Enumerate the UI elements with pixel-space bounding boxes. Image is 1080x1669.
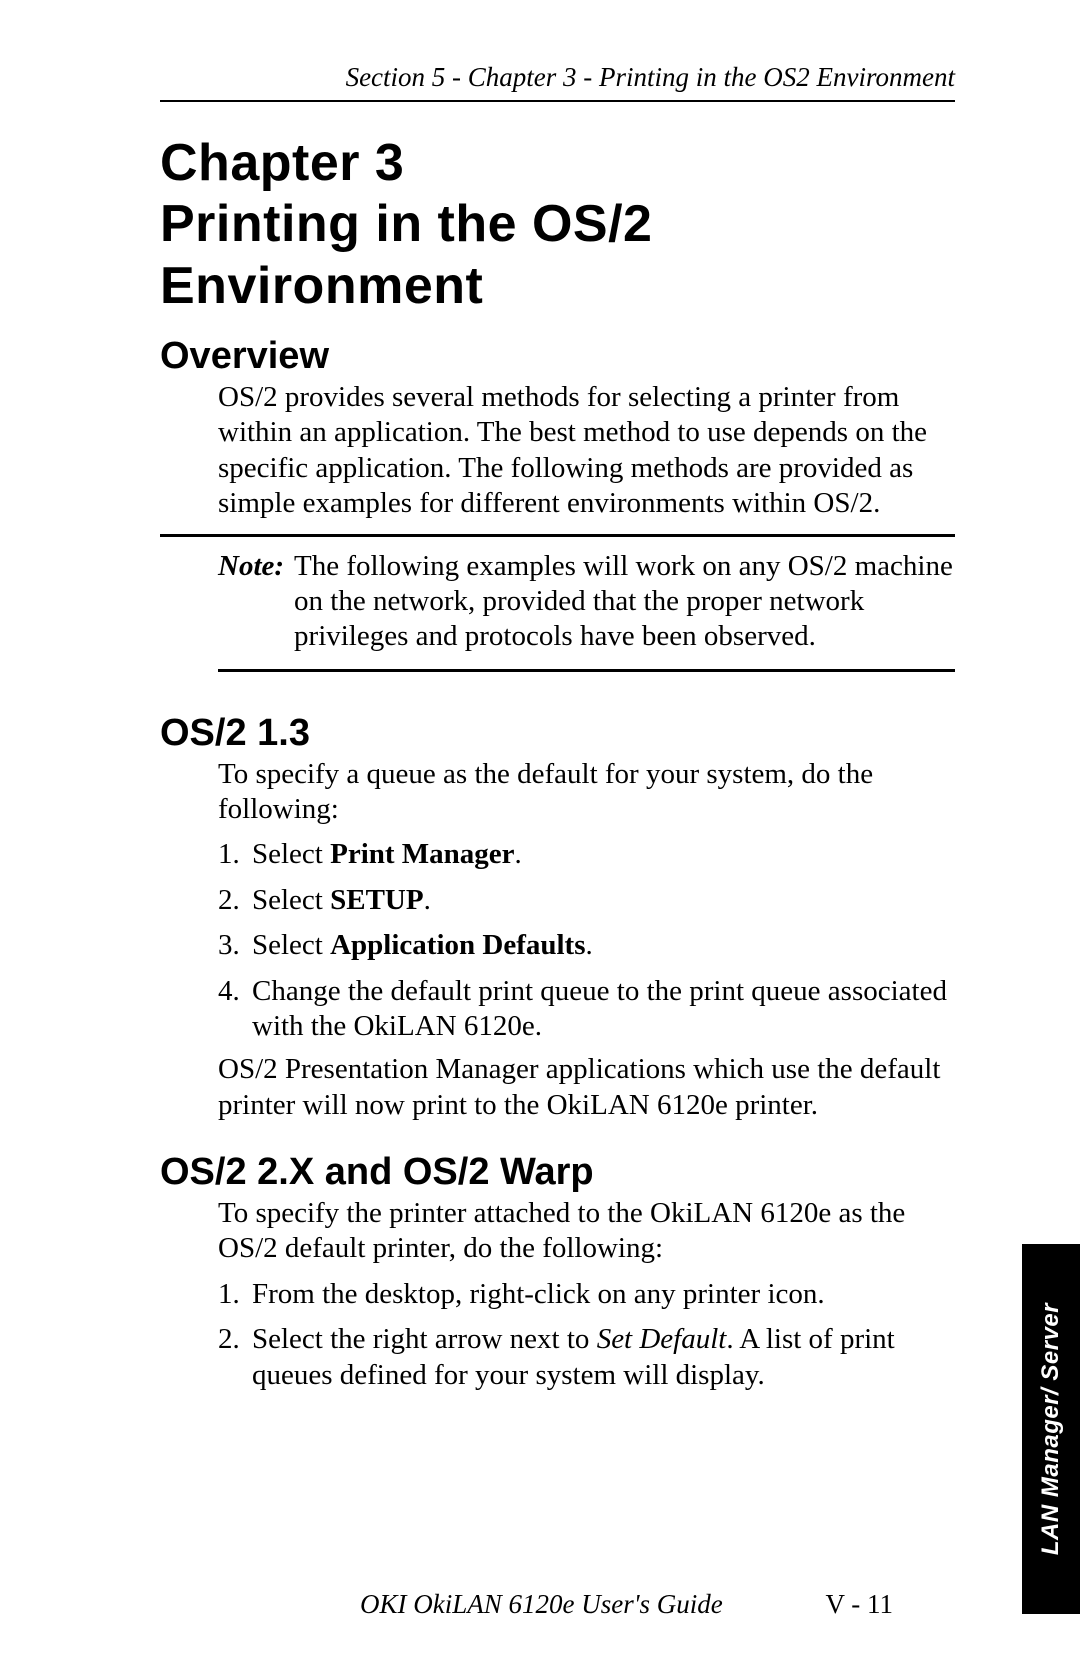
os2-1-3-steps: 1. Select Print Manager. 2. Select SETUP… <box>218 837 955 1044</box>
document-page: Section 5 - Chapter 3 - Printing in the … <box>0 0 1080 1669</box>
note-block: Note: The following examples will work o… <box>218 549 955 672</box>
step-text: Select the right arrow next to Set Defau… <box>252 1322 955 1393</box>
footer-guide-title: OKI OkiLAN 6120e User's Guide <box>360 1589 723 1620</box>
step-3: 3. Select Application Defaults. <box>218 928 955 963</box>
step-text-period: . <box>424 884 431 916</box>
step-text-bold: Print Manager <box>330 838 514 870</box>
note-text: The following examples will work on any … <box>294 549 955 655</box>
header-rule <box>160 100 955 102</box>
step-text-period: . <box>515 838 522 870</box>
note-label: Note: <box>218 549 294 655</box>
step-text: Select SETUP. <box>252 883 955 918</box>
chapter-title-line2: Printing in the OS/2 <box>160 194 955 255</box>
step-number: 2. <box>218 1322 252 1393</box>
step-1: 1. Select Print Manager. <box>218 837 955 872</box>
step-text: Select Print Manager. <box>252 837 955 872</box>
step-text-prefix: Select <box>252 929 330 961</box>
step-text: Change the default print queue to the pr… <box>252 974 955 1045</box>
os2-2x-heading: OS/2 2.X and OS/2 Warp <box>160 1151 955 1194</box>
running-header: Section 5 - Chapter 3 - Printing in the … <box>160 62 955 93</box>
step-2: 2. Select SETUP. <box>218 883 955 918</box>
step-text-bold: SETUP <box>330 884 423 916</box>
os2-1-3-after: OS/2 Presentation Manager applications w… <box>218 1052 955 1123</box>
step-text-italic: Set Default <box>597 1323 727 1355</box>
step-text: From the desktop, right-click on any pri… <box>252 1277 955 1312</box>
step-1: 1. From the desktop, right-click on any … <box>218 1277 955 1312</box>
step-2: 2. Select the right arrow next to Set De… <box>218 1322 955 1393</box>
step-text-period: . <box>586 929 593 961</box>
step-number: 2. <box>218 883 252 918</box>
os2-1-3-intro: To specify a queue as the default for yo… <box>218 757 955 828</box>
step-number: 1. <box>218 837 252 872</box>
chapter-title: Chapter 3 Printing in the OS/2 Environme… <box>160 133 955 317</box>
step-number: 1. <box>218 1277 252 1312</box>
overview-heading: Overview <box>160 335 955 378</box>
side-tab-label: LAN Manager/ Server <box>1037 1303 1065 1555</box>
section-side-tab: LAN Manager/ Server <box>1022 1244 1080 1614</box>
note-rule-top <box>160 534 955 537</box>
overview-body: OS/2 provides several methods for select… <box>218 380 955 522</box>
step-number: 4. <box>218 974 252 1045</box>
step-4: 4. Change the default print queue to the… <box>218 974 955 1045</box>
os2-2x-intro: To specify the printer attached to the O… <box>218 1196 955 1267</box>
os2-1-3-heading: OS/2 1.3 <box>160 712 955 755</box>
chapter-title-line1: Chapter 3 <box>160 133 955 194</box>
chapter-title-line3: Environment <box>160 256 955 317</box>
step-text-prefix: Select the right arrow next to <box>252 1323 597 1355</box>
step-text-bold: Application Defaults <box>330 929 585 961</box>
step-text: Select Application Defaults. <box>252 928 955 963</box>
step-text-prefix: Select <box>252 838 330 870</box>
page-content: Chapter 3 Printing in the OS/2 Environme… <box>160 115 955 1393</box>
step-number: 3. <box>218 928 252 963</box>
step-text-prefix: Select <box>252 884 330 916</box>
footer-page-number: V - 11 <box>826 1589 894 1620</box>
os2-2x-steps: 1. From the desktop, right-click on any … <box>218 1277 955 1393</box>
